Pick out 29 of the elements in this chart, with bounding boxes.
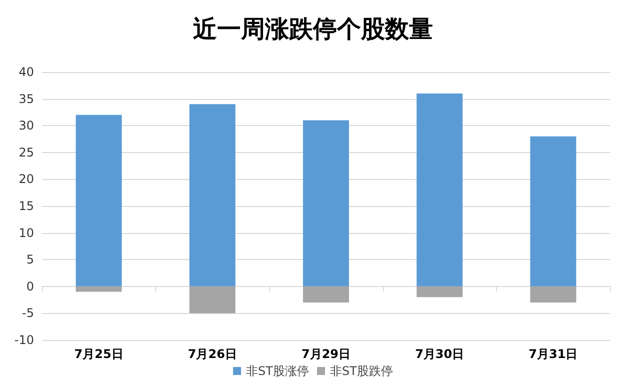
y-tick-label: 20 bbox=[18, 172, 34, 186]
bar bbox=[530, 286, 576, 302]
bar bbox=[189, 104, 236, 286]
bar bbox=[530, 136, 576, 286]
bar bbox=[303, 286, 349, 302]
y-tick-label: 15 bbox=[18, 199, 34, 213]
y-tick-label: 25 bbox=[18, 145, 34, 160]
bar bbox=[416, 286, 463, 298]
bar bbox=[76, 114, 122, 286]
y-tick-label: -10 bbox=[14, 333, 34, 347]
y-tick-label: 10 bbox=[18, 226, 34, 240]
y-tick-label: 40 bbox=[18, 65, 34, 79]
y-tick-label: 5 bbox=[26, 252, 34, 267]
chart-title: 近一周涨跌停个股数量 bbox=[193, 15, 433, 43]
bar bbox=[189, 286, 236, 314]
x-tick-label: 7月31日 bbox=[528, 347, 578, 361]
y-tick-label: 35 bbox=[18, 92, 34, 106]
y-tick-label: 30 bbox=[18, 118, 34, 133]
x-tick-label: 7月26日 bbox=[188, 347, 237, 361]
y-tick-label: 0 bbox=[26, 279, 34, 294]
legend-label: 非ST股涨停 bbox=[246, 364, 310, 378]
x-tick-label: 7月29日 bbox=[301, 347, 351, 361]
bar bbox=[416, 93, 463, 286]
legend-label: 非ST股跌停 bbox=[330, 364, 393, 378]
x-tick-label: 7月30日 bbox=[415, 347, 464, 361]
bar bbox=[303, 120, 349, 286]
x-tick-label: 7月25日 bbox=[74, 347, 124, 361]
y-tick-label: -5 bbox=[22, 306, 34, 320]
bar bbox=[76, 286, 122, 292]
